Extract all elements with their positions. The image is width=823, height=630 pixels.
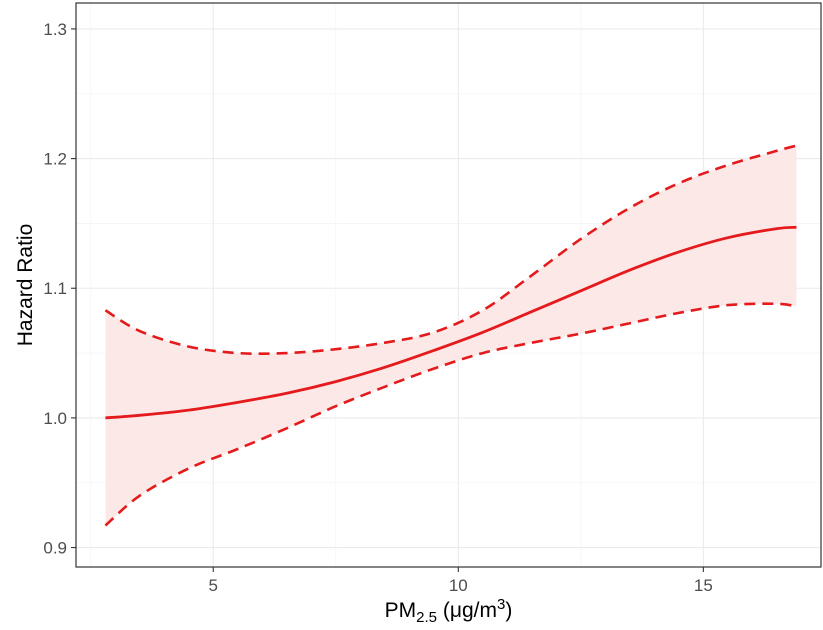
confidence-ribbon	[105, 145, 797, 526]
y-tick-label: 1.2	[43, 150, 67, 169]
y-tick-label: 1.1	[43, 279, 67, 298]
y-tick-label: 1.3	[43, 20, 67, 39]
x-axis-title: PM2.5 (μg/m3)	[385, 596, 513, 626]
y-tick-label: 1.0	[43, 409, 67, 428]
y-axis-ticks: 0.9 1.0 1.1 1.2 1.3	[43, 20, 76, 558]
series-lines	[104, 144, 797, 527]
x-tick-label: 5	[209, 576, 218, 595]
y-axis-title: Hazard Ratio	[14, 224, 37, 347]
x-tick-label: 10	[449, 576, 468, 595]
panel-border	[75, 2, 822, 568]
lower-ci-line	[104, 302, 797, 527]
hazard-ratio-line	[105, 225, 797, 420]
upper-ci-line	[104, 144, 797, 356]
confidence-band	[105, 145, 797, 526]
x-tick-label: 15	[694, 576, 713, 595]
x-axis-ticks: 5 10 15	[209, 567, 713, 595]
y-tick-label: 0.9	[43, 539, 67, 558]
